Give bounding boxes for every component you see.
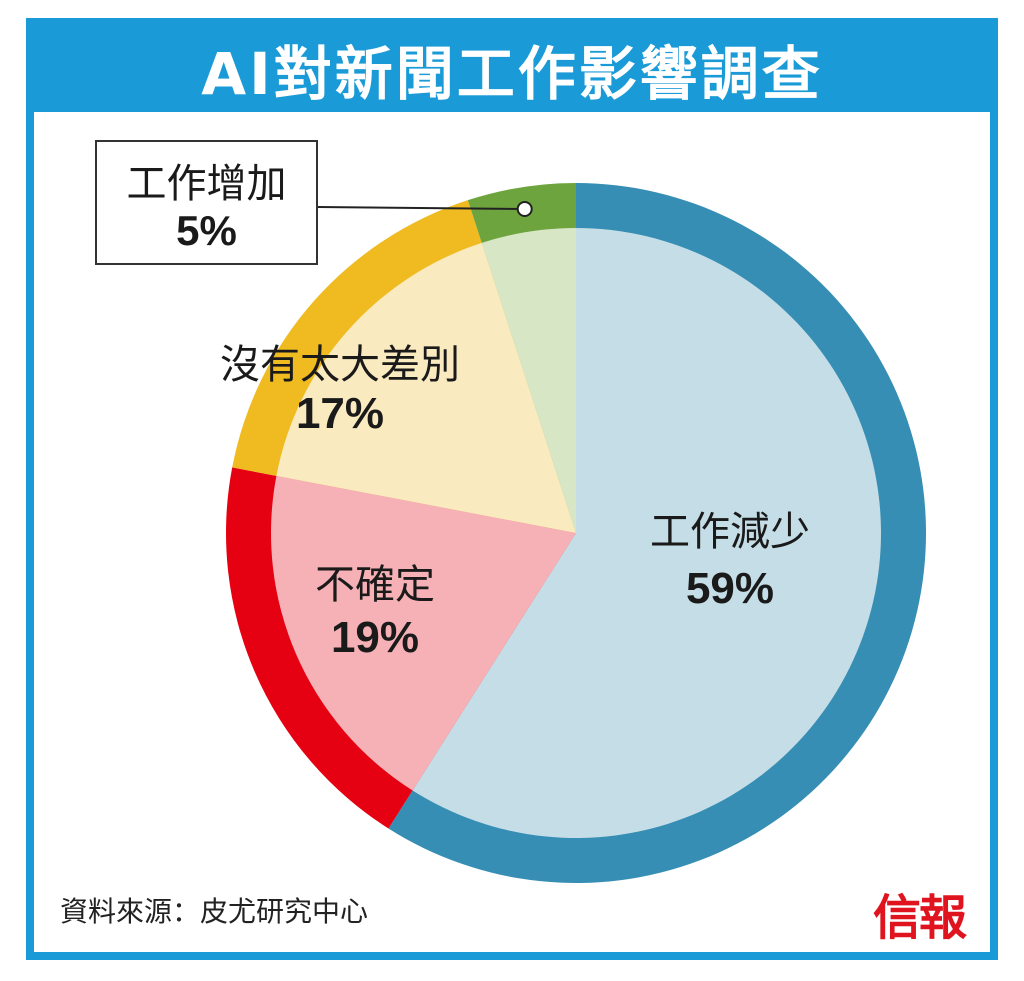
pie-slice-1 (270, 475, 576, 791)
slice-label-2: 沒有太大差別 (220, 342, 460, 388)
slice-label-0: 工作減少 (650, 509, 810, 555)
pie-slice-3 (481, 228, 576, 533)
callout-value-label: 5% (176, 207, 237, 255)
callout-dot (516, 201, 533, 217)
chart-title: AI對新聞工作影響調查 (201, 40, 823, 108)
callout-leader-line (317, 206, 525, 210)
pie-slice-2 (276, 242, 576, 533)
callout-label: 工作增加 (126, 161, 287, 208)
title-bar: AI對新聞工作影響調查 (34, 26, 990, 112)
slice-value-label-0: 59% (686, 564, 774, 613)
slice-label-1: 不確定 (315, 562, 435, 608)
callout-box: 工作增加 5% (95, 140, 318, 265)
pie-slice-0 (412, 228, 881, 838)
source-note: 資料來源：皮尤研究中心 (60, 895, 369, 928)
slice-value-label-1: 19% (331, 613, 419, 662)
slice-value-label-2: 17% (296, 389, 384, 438)
logo: 信報 (873, 890, 967, 946)
